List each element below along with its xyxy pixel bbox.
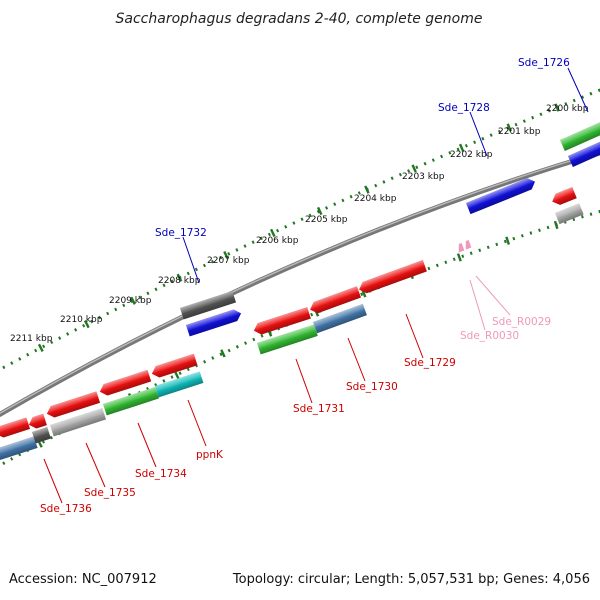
major-tick <box>37 343 44 352</box>
major-tick <box>505 236 511 245</box>
reverse-strand-genes <box>0 187 584 462</box>
accession-text: Accession: NC_007912 <box>9 572 157 587</box>
gene-sde-1732[interactable] <box>186 308 243 337</box>
major-tick <box>130 296 136 305</box>
major-tick <box>554 103 560 112</box>
kbp-label: 2211 kbp <box>10 334 53 344</box>
gene-sde-r0029[interactable] <box>463 239 472 250</box>
gene-label-sde-1736[interactable]: Sde_1736 <box>40 503 92 515</box>
gene-label-sde-r0029[interactable]: Sde_R0029 <box>492 316 551 328</box>
major-tick <box>458 143 465 152</box>
gene-sde-1726-part[interactable] <box>568 139 600 167</box>
gene-red-1734-top[interactable] <box>98 369 152 397</box>
gene-sde-1727[interactable] <box>550 187 577 207</box>
major-tick <box>269 228 276 238</box>
gene-red-ppnk-top[interactable] <box>150 353 198 380</box>
gene-sde-1730-red[interactable] <box>308 286 361 315</box>
gene-red-left[interactable] <box>0 417 31 439</box>
major-tick <box>176 273 183 282</box>
gene-sde-1730[interactable] <box>313 303 367 334</box>
gene-sde-1729[interactable] <box>357 260 427 295</box>
gene-ppnk[interactable] <box>155 371 204 398</box>
major-tick <box>364 185 370 194</box>
kbp-label: 2207 kbp <box>207 256 250 266</box>
kbp-label: 2206 kbp <box>256 236 299 246</box>
major-tick <box>173 370 180 379</box>
gene-red-small[interactable] <box>27 413 47 431</box>
map-title: Saccharophagus degradans 2-40, complete … <box>116 11 483 27</box>
major-tick <box>220 349 226 358</box>
label-leaders <box>43 67 589 504</box>
kbp-label: 2204 kbp <box>354 194 397 204</box>
gene-red-1735-top[interactable] <box>45 391 101 419</box>
major-tick <box>411 164 417 173</box>
kbp-label: 2205 kbp <box>305 215 348 225</box>
major-tick <box>506 123 512 132</box>
gene-sde-1728[interactable] <box>466 176 537 215</box>
kbp-label: 2201 kbp <box>498 127 541 137</box>
major-tick <box>456 253 462 262</box>
gene-label-ppnk[interactable]: ppnK <box>196 449 224 461</box>
gene-sde-1731[interactable] <box>257 324 318 355</box>
kbp-label: 2210 kbp <box>60 315 103 325</box>
gene-sde-r0030[interactable] <box>456 242 465 253</box>
kbp-label: 2200 kbp <box>546 104 589 114</box>
scale-track-outer <box>0 88 600 372</box>
gene-label-sde-r0030[interactable]: Sde_R0030 <box>460 330 519 342</box>
gene-label-sde-1729[interactable]: Sde_1729 <box>404 357 456 369</box>
gene-sde-1733[interactable] <box>180 291 237 320</box>
gene-label-sde-1728[interactable]: Sde_1728 <box>438 102 490 114</box>
forward-strand-genes <box>180 119 600 337</box>
gene-label-sde-1731[interactable]: Sde_1731 <box>293 403 345 415</box>
major-tick <box>553 220 559 230</box>
genome-summary-text: Topology: circular; Length: 5,057,531 bp… <box>232 572 590 587</box>
kbp-label: 2202 kbp <box>450 150 493 160</box>
gene-label-sde-1735[interactable]: Sde_1735 <box>84 487 136 499</box>
gene-darkgray-left[interactable] <box>32 427 51 444</box>
major-tick <box>316 206 323 216</box>
major-tick <box>223 250 229 260</box>
gene-gray-small[interactable] <box>555 203 584 225</box>
kbp-label: 2208 kbp <box>158 276 201 286</box>
gene-sde-1734[interactable] <box>103 387 160 416</box>
gene-sde-1735[interactable] <box>50 408 107 437</box>
gene-labels: Sde_1726 Sde_1728 Sde_1732 Sde_1729 Sde_… <box>40 57 570 515</box>
gene-label-sde-1734[interactable]: Sde_1734 <box>135 468 187 480</box>
gene-label-sde-1730[interactable]: Sde_1730 <box>346 381 398 393</box>
gene-label-sde-1726[interactable]: Sde_1726 <box>518 57 570 69</box>
major-tick <box>83 319 90 329</box>
kbp-label: 2209 kbp <box>109 296 152 306</box>
kbp-scale: 2200 kbp 2201 kbp 2202 kbp 2203 kbp 2204… <box>10 104 589 344</box>
gene-sde-1726[interactable] <box>560 119 600 151</box>
gene-sde-1731-red[interactable] <box>252 307 311 336</box>
gene-sde-1736[interactable] <box>0 436 38 462</box>
gene-label-sde-1732[interactable]: Sde_1732 <box>155 227 207 239</box>
kbp-label: 2203 kbp <box>402 172 445 182</box>
genome-backbone <box>0 150 600 418</box>
